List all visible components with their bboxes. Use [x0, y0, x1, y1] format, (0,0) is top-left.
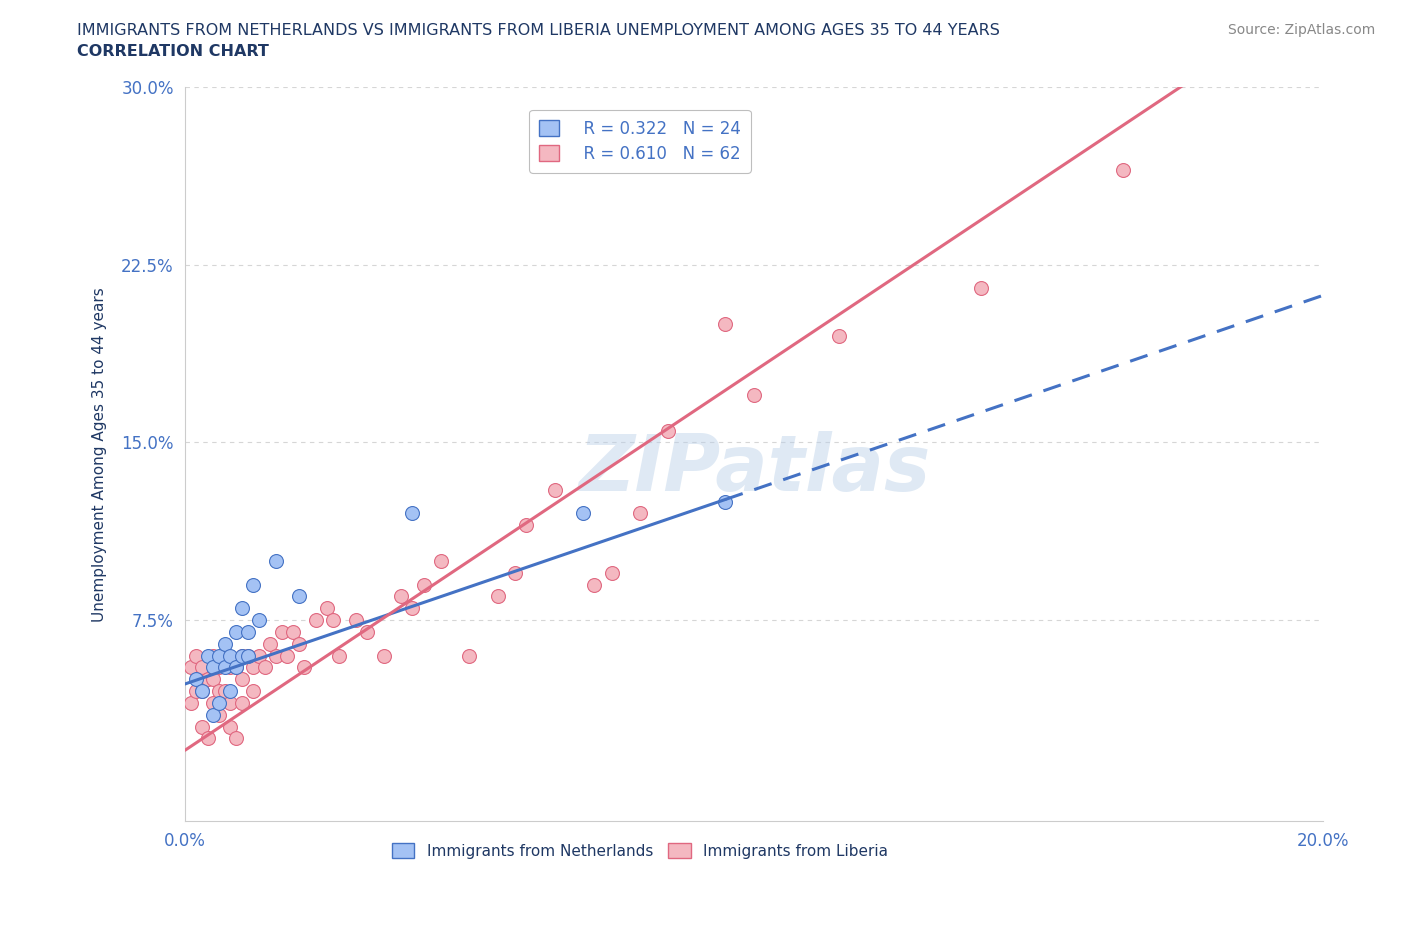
Point — [191, 684, 214, 698]
Point — [247, 613, 270, 628]
Point — [202, 648, 225, 663]
Point — [197, 648, 219, 663]
Point — [373, 648, 395, 663]
Point — [236, 624, 259, 639]
Point — [600, 565, 623, 580]
Point — [356, 624, 378, 639]
Point — [328, 648, 350, 663]
Point — [572, 506, 595, 521]
Point — [219, 648, 242, 663]
Legend: Immigrants from Netherlands, Immigrants from Liberia: Immigrants from Netherlands, Immigrants … — [385, 837, 894, 865]
Point — [214, 636, 236, 651]
Point — [219, 660, 242, 675]
Point — [253, 660, 276, 675]
Point — [264, 648, 287, 663]
Point — [242, 577, 264, 591]
Point — [219, 719, 242, 734]
Point — [231, 648, 253, 663]
Point — [202, 708, 225, 723]
Point — [191, 719, 214, 734]
Point — [503, 565, 526, 580]
Point — [225, 731, 247, 746]
Point — [225, 660, 247, 675]
Point — [270, 624, 292, 639]
Point — [186, 684, 208, 698]
Point — [202, 671, 225, 686]
Point — [191, 684, 214, 698]
Point — [305, 613, 328, 628]
Point — [186, 648, 208, 663]
Point — [191, 660, 214, 675]
Point — [202, 660, 225, 675]
Point — [316, 601, 339, 616]
Point — [486, 589, 509, 604]
Point — [208, 684, 231, 698]
Point — [259, 636, 281, 651]
Point — [264, 553, 287, 568]
Point — [828, 328, 851, 343]
Point — [657, 423, 679, 438]
Point — [412, 577, 434, 591]
Point — [231, 696, 253, 711]
Text: ZIPatlas: ZIPatlas — [578, 431, 929, 507]
Point — [544, 483, 567, 498]
Point — [430, 553, 453, 568]
Point — [742, 388, 765, 403]
Text: CORRELATION CHART: CORRELATION CHART — [77, 44, 269, 59]
Point — [219, 696, 242, 711]
Point — [186, 671, 208, 686]
Point — [208, 648, 231, 663]
Point — [214, 684, 236, 698]
Point — [1112, 163, 1135, 178]
Text: IMMIGRANTS FROM NETHERLANDS VS IMMIGRANTS FROM LIBERIA UNEMPLOYMENT AMONG AGES 3: IMMIGRANTS FROM NETHERLANDS VS IMMIGRANT… — [77, 23, 1000, 38]
Point — [401, 601, 423, 616]
Point — [281, 624, 304, 639]
Point — [202, 696, 225, 711]
Point — [180, 696, 202, 711]
Point — [583, 577, 606, 591]
Point — [242, 684, 264, 698]
Point — [214, 660, 236, 675]
Point — [236, 648, 259, 663]
Point — [458, 648, 481, 663]
Point — [401, 506, 423, 521]
Point — [344, 613, 367, 628]
Point — [628, 506, 651, 521]
Point — [214, 648, 236, 663]
Point — [208, 696, 231, 711]
Point — [322, 613, 344, 628]
Point — [389, 589, 412, 604]
Point — [714, 316, 737, 331]
Point — [231, 601, 253, 616]
Point — [515, 518, 537, 533]
Text: Source: ZipAtlas.com: Source: ZipAtlas.com — [1227, 23, 1375, 37]
Point — [219, 684, 242, 698]
Point — [247, 648, 270, 663]
Point — [225, 624, 247, 639]
Y-axis label: Unemployment Among Ages 35 to 44 years: Unemployment Among Ages 35 to 44 years — [93, 286, 107, 621]
Point — [714, 494, 737, 509]
Point — [276, 648, 298, 663]
Point — [970, 281, 993, 296]
Point — [208, 660, 231, 675]
Point — [231, 648, 253, 663]
Point — [294, 660, 316, 675]
Point — [287, 589, 309, 604]
Point — [236, 648, 259, 663]
Point — [225, 660, 247, 675]
Point — [287, 636, 309, 651]
Point — [197, 731, 219, 746]
Point — [242, 660, 264, 675]
Point — [208, 708, 231, 723]
Point — [197, 671, 219, 686]
Point — [180, 660, 202, 675]
Point — [231, 671, 253, 686]
